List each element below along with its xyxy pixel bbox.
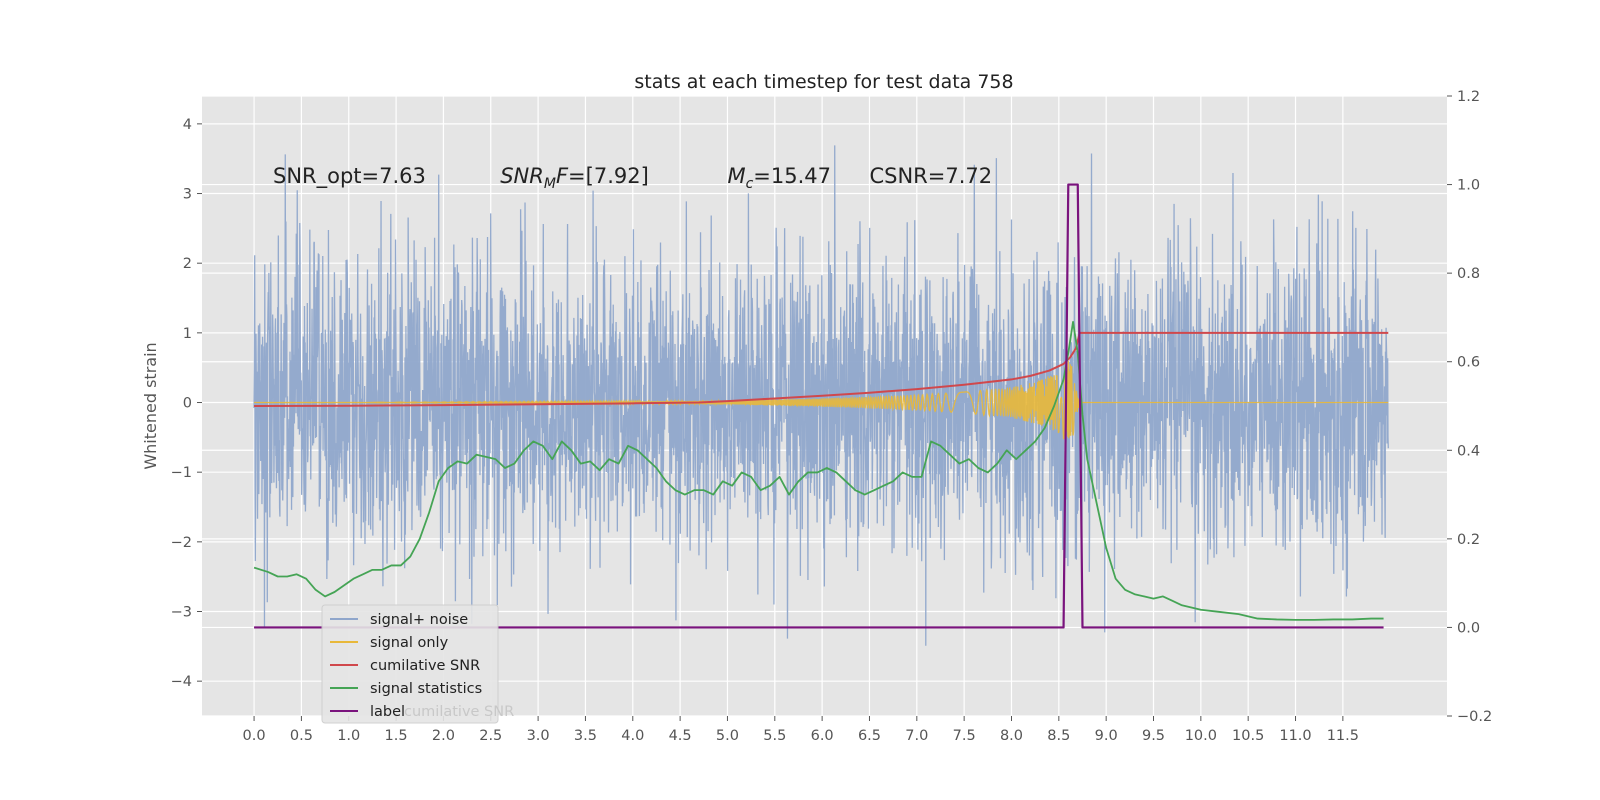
y2-tick-label: 0.0: [1457, 620, 1480, 636]
x-tick-label: 10.5: [1232, 728, 1264, 744]
y-axis-title: Whitened strain: [141, 342, 160, 469]
annotation-mc: Mc=15.47: [727, 164, 831, 192]
x-tick-label: 3.0: [527, 728, 550, 744]
annotation-snr_mf: SNRMF=[7.92]: [500, 164, 649, 192]
x-tick-label: 8.5: [1047, 728, 1070, 744]
chart-title: stats at each timestep for test data 758: [634, 71, 1013, 93]
axes: 0.0 0.5 1.0 1.5 2.0 2.5 3.0 3.5 4.0 4.5 5.0 5.5 6.0 6…: [171, 89, 1493, 744]
x-tick-label: 9.5: [1142, 728, 1165, 744]
x-tick-label: 3.5: [574, 728, 597, 744]
series-signal-statistics: [253, 320, 1384, 621]
annotation-csnr: CSNR=7.72: [869, 164, 992, 188]
x-tick-label: 1.0: [337, 728, 360, 744]
x-tick-label: 11.5: [1327, 728, 1359, 744]
plot-area: [253, 145, 1389, 646]
x-tick-label: 2.5: [479, 728, 502, 744]
legend-box: [321, 604, 499, 724]
legend-label: signal statistics: [370, 681, 482, 697]
x-tick-label: 10.0: [1185, 728, 1217, 744]
x-tick-label: 6.5: [858, 728, 881, 744]
x-tick-label: 1.5: [385, 728, 408, 744]
y2-tick-label: 1.0: [1457, 178, 1480, 194]
legend-item[interactable]: signal only: [330, 635, 449, 651]
y2-tick-label: 1.2: [1457, 89, 1480, 105]
x-tick-label: 6.0: [811, 728, 834, 744]
x-tick-label: 4.5: [669, 728, 692, 744]
y2-tick-label: 0.8: [1457, 266, 1480, 282]
legend-ghost-text: cumilative SNR: [404, 704, 514, 720]
legend-item[interactable]: label: [330, 704, 405, 720]
legend-item[interactable]: cumilative SNR: [330, 658, 480, 674]
y-tick-label: −4: [171, 674, 192, 690]
legend-label: signal only: [370, 635, 449, 651]
y-tick-label: −1: [171, 465, 192, 481]
x-tick-label: 5.0: [716, 728, 739, 744]
y2-tick-label: 0.4: [1457, 443, 1480, 459]
y-tick-label: 2: [183, 256, 192, 272]
y2-tick-label: 0.6: [1457, 355, 1480, 371]
series-signal-only: [254, 360, 1389, 440]
y-tick-label: −3: [171, 605, 192, 621]
series-label: [254, 183, 1384, 629]
x-tick-label: 7.5: [953, 728, 976, 744]
x-tick-label: 5.5: [763, 728, 786, 744]
legend-item[interactable]: signal statistics: [330, 681, 482, 697]
x-tick-label: 11.0: [1279, 728, 1311, 744]
y-tick-label: 3: [183, 187, 192, 203]
annotations: SNR_opt=7.63 SNRMF=[7.92] Mc=15.47 CSNR=7.7…: [273, 164, 992, 192]
legend-item[interactable]: signal+ noise: [330, 612, 468, 628]
x-tick-label: 8.0: [1000, 728, 1023, 744]
y2-tick-label: 0.2: [1457, 532, 1480, 548]
x-tick-label: 0.5: [290, 728, 313, 744]
x-tick-label: 2.0: [432, 728, 455, 744]
y-tick-label: 4: [183, 117, 192, 133]
y-tick-label: 1: [183, 326, 192, 342]
y-tick-label: 0: [183, 396, 192, 412]
legend[interactable]: cumilative SNR signal+ noise signal only cu…: [321, 604, 514, 724]
legend-label: cumilative SNR: [370, 658, 480, 674]
legend-label: signal+ noise: [370, 612, 468, 628]
x-tick-label: 9.0: [1095, 728, 1118, 744]
legend-label: label: [370, 704, 405, 720]
y-tick-label: −2: [171, 535, 192, 551]
y2-tick-label: −0.2: [1457, 709, 1492, 725]
x-tick-label: 4.0: [621, 728, 644, 744]
x-tick-label: 0.0: [243, 728, 266, 744]
series-cumulative-snr: [254, 331, 1389, 407]
x-tick-label: 7.0: [905, 728, 928, 744]
annotation-snr_opt: SNR_opt=7.63: [273, 164, 426, 189]
